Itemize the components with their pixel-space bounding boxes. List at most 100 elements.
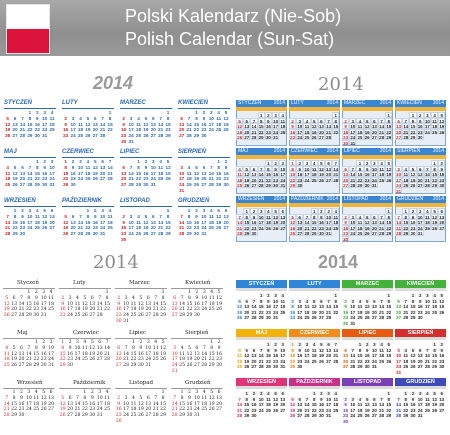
day-cell: 1 (108, 110, 112, 115)
day-cell: 2 (250, 208, 258, 214)
day-cell: 25 (402, 363, 410, 370)
day-cell: 4 (108, 208, 112, 213)
day-cell: 4 (86, 159, 90, 164)
day-cell: 3 (101, 208, 104, 213)
day-cell: 14 (107, 164, 113, 170)
day-cell: 11 (49, 115, 55, 121)
day-cell: 21 (3, 407, 10, 413)
day-cell: 27 (193, 363, 200, 369)
day-cell: 12 (3, 301, 10, 307)
day-cell: 20 (67, 407, 74, 413)
day-cell: 25 (423, 406, 431, 413)
day-cell: 7 (303, 395, 311, 402)
day-cell: 21 (325, 308, 333, 315)
day-cell: 11 (356, 219, 364, 225)
day-cell: 17 (272, 123, 280, 129)
day-cell: 18 (310, 352, 318, 359)
day-cell: 25 (279, 308, 287, 315)
day-cell: 25 (135, 133, 142, 139)
month-band: GRUDZIEŃ (395, 378, 446, 386)
day-cell: 27 (243, 314, 251, 321)
day-cell: 12 (216, 213, 222, 219)
day-cell: 10 (208, 115, 214, 121)
day-cell: 24 (193, 407, 200, 413)
day-grid: 1 2 3 4 5 6 7 8 9 10 11 12 13 14 15 16 17 18 19 20 21 22 23 24 2… (171, 390, 223, 425)
day-cell: 21 (96, 307, 103, 313)
month-band-year: 2014 (273, 100, 285, 106)
day-cell: 4 (217, 110, 220, 115)
day-cell: 28 (18, 313, 25, 319)
day-cell: 7 (108, 159, 112, 164)
day-cell: 4 (356, 297, 364, 304)
month-divider (120, 157, 172, 158)
day-cell: 17 (150, 170, 156, 176)
day-cell: 2 (117, 295, 121, 301)
day-cell: 25 (431, 128, 439, 135)
flag-white-stripe (7, 5, 49, 29)
month-block: CZERWIEC 1 2 3 4 5 6 7 8 9 10 11 12 13 14 15 16 17 18 19 20 2… (289, 329, 340, 375)
day-cell: 13 (89, 301, 96, 307)
day-cell: 16 (186, 401, 193, 407)
day-cell: 19 (409, 357, 417, 364)
day-cell: 31 (416, 412, 424, 419)
day-cell: 3 (195, 390, 199, 395)
day-cell: 25 (264, 224, 272, 231)
day-cell: 22 (27, 127, 33, 133)
day-cell: 24 (370, 176, 378, 183)
day-cell: 27 (223, 225, 229, 231)
month-name: MAJ (4, 149, 17, 155)
day-cell: 29 (160, 313, 167, 319)
day-cell: 7 (202, 345, 206, 351)
day-cell: 16 (193, 301, 200, 307)
day-cell: 5 (236, 297, 244, 304)
month-name: Wrzesień (17, 380, 43, 386)
day-cell: 3 (28, 208, 32, 213)
day-cell: 11 (310, 346, 318, 353)
day-cell: 7 (423, 165, 431, 172)
month-divider (4, 157, 56, 158)
day-cell: 9 (438, 165, 446, 172)
day-cell: 28 (186, 133, 192, 139)
day-cell: 13 (296, 219, 304, 225)
day-cell: 28 (179, 313, 186, 319)
day-cell: 6 (12, 295, 16, 301)
day-cell: 18 (378, 352, 386, 359)
day-cell: 25 (81, 357, 88, 363)
day-cell: 1 (166, 208, 170, 213)
day-cell: 10 (25, 395, 32, 401)
day-cell: 9 (144, 164, 148, 170)
day-cell: 14 (19, 121, 26, 127)
day-cell: 30 (193, 313, 200, 319)
day-cell: 29 (63, 182, 69, 188)
day-cell: 18 (310, 171, 318, 177)
day-cell: 8 (86, 213, 90, 219)
day-cell: 25 (33, 407, 40, 413)
day-cell: 10 (296, 123, 304, 129)
day-cell: 31 (349, 139, 357, 146)
day-cell: 2 (409, 208, 417, 214)
day-cell: 25 (34, 225, 40, 231)
day-cell: 27 (243, 134, 251, 140)
day-cell: 17 (423, 303, 431, 310)
day-cell: 5 (431, 208, 439, 214)
day-cell: 1 (409, 292, 417, 298)
day-cell: 18 (303, 308, 311, 315)
day-cell: 19 (193, 176, 200, 182)
day-cell: 16 (264, 123, 272, 129)
day-cell: 24 (150, 176, 156, 182)
day-cell: 20 (48, 401, 55, 407)
day-cell: 17 (96, 401, 103, 407)
day-cell: 6 (317, 297, 325, 304)
month-name: LIPIEC (358, 330, 377, 336)
day-cell: 25 (208, 225, 214, 231)
day-cell: 11 (5, 170, 11, 176)
day-cell: 20 (100, 170, 106, 176)
day-cell: 22 (208, 357, 215, 363)
day-grid: 1 2 3 4 5 6 7 8 9 10 11 12 13 14 15 16 17 18 19 20 21 22 23 24 2… (62, 208, 114, 243)
month-block: Maj 1 2 3 4 5 6 7 8 9 10 11 12 13 14 15 16 17 18 19 20 21 22 23… (3, 330, 55, 376)
day-cell: 10 (303, 165, 311, 172)
day-cell: 22 (81, 407, 88, 413)
day-cell: 30 (363, 182, 371, 188)
day-cell: 11 (303, 303, 311, 310)
day-cell: 26 (272, 406, 280, 413)
